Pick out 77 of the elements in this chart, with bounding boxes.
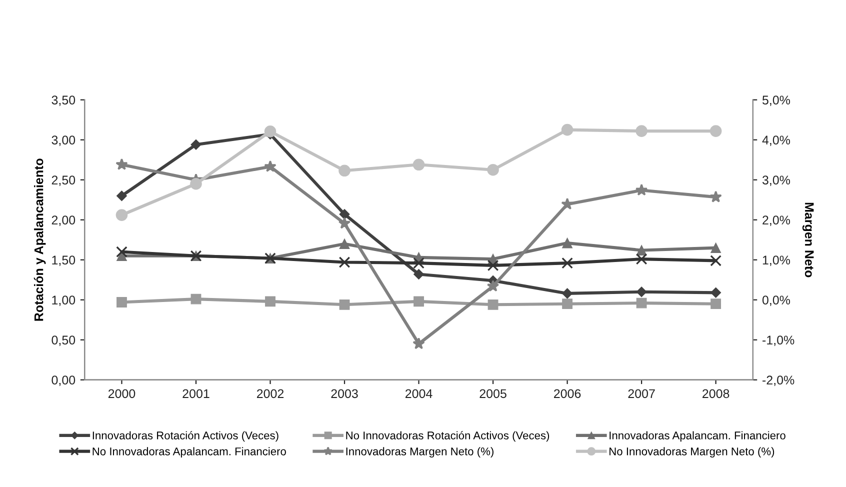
point bbox=[562, 298, 572, 310]
y2-tick-label: 1,0% bbox=[762, 256, 790, 266]
x-tick-label: 2000 bbox=[108, 389, 136, 398]
point bbox=[414, 268, 424, 280]
point bbox=[636, 298, 647, 308]
point bbox=[414, 296, 424, 307]
point bbox=[487, 164, 499, 176]
point bbox=[264, 126, 276, 138]
y-tick-label: 3,50 bbox=[52, 96, 76, 106]
point bbox=[338, 164, 350, 177]
point bbox=[562, 257, 573, 269]
y-tick-label: 3,00 bbox=[52, 136, 76, 146]
point bbox=[412, 158, 425, 171]
y2-tick-label: 3,0% bbox=[762, 176, 790, 186]
legend-label: No Innovadoras Rotación Activos (Veces) bbox=[346, 431, 550, 442]
point bbox=[190, 294, 202, 304]
point bbox=[116, 190, 127, 202]
y2-tick-label: 2,0% bbox=[762, 216, 790, 226]
point bbox=[338, 217, 351, 229]
x-tick-label: 2002 bbox=[256, 389, 284, 398]
point bbox=[562, 288, 573, 299]
point bbox=[116, 297, 127, 308]
y-tick-label: 0,50 bbox=[52, 336, 76, 346]
x-tick-label: 2003 bbox=[331, 389, 358, 398]
y-tick-label: 1,50 bbox=[52, 256, 76, 266]
point bbox=[561, 198, 574, 210]
point bbox=[116, 158, 128, 170]
point bbox=[710, 298, 722, 310]
point bbox=[339, 238, 350, 250]
point bbox=[487, 260, 499, 272]
point bbox=[488, 299, 498, 310]
y2-tick-label: -2,0% bbox=[762, 376, 794, 386]
point bbox=[710, 287, 722, 298]
y2-axis-title: Margen Neto bbox=[802, 202, 814, 278]
legend-label: Innovadoras Apalancam. Financiero bbox=[610, 431, 786, 442]
x-tick-label: 2004 bbox=[405, 389, 432, 398]
legend-label: No Innovadoras Apalancam. Financiero bbox=[92, 447, 286, 458]
point bbox=[338, 256, 350, 268]
y2-tick-label: -1,0% bbox=[762, 336, 794, 346]
point bbox=[190, 139, 202, 150]
point bbox=[710, 242, 722, 254]
point bbox=[190, 178, 202, 190]
point bbox=[636, 245, 647, 256]
x-tick-label: 2001 bbox=[182, 389, 210, 398]
point bbox=[264, 160, 276, 172]
point bbox=[413, 257, 424, 269]
point bbox=[116, 209, 128, 221]
point bbox=[635, 184, 648, 196]
point bbox=[636, 125, 648, 137]
point bbox=[265, 296, 276, 307]
x-tick-label: 2005 bbox=[480, 389, 506, 398]
point bbox=[562, 238, 572, 248]
legend-label: Innovadoras Margen Neto (%) bbox=[346, 447, 494, 458]
point bbox=[636, 253, 648, 265]
legend-label: Innovadoras Rotación Activos (Veces) bbox=[92, 431, 278, 442]
y-axis-title: Rotación y Apalancamiento bbox=[34, 158, 46, 321]
point bbox=[710, 125, 722, 137]
point bbox=[339, 208, 350, 220]
point bbox=[561, 124, 574, 136]
point bbox=[710, 254, 722, 266]
y2-tick-label: 0,0% bbox=[762, 296, 790, 306]
y-tick-label: 2,50 bbox=[52, 176, 76, 186]
y2-tick-label: 4,0% bbox=[762, 136, 790, 146]
point bbox=[412, 337, 425, 350]
y2-tick-label: 5,0% bbox=[762, 96, 790, 106]
point bbox=[710, 190, 722, 202]
point bbox=[636, 286, 647, 298]
y-tick-label: 0,00 bbox=[52, 376, 76, 386]
x-tick-label: 2007 bbox=[628, 389, 655, 398]
point bbox=[339, 299, 350, 310]
legend-label: No Innovadoras Margen Neto (%) bbox=[610, 447, 774, 458]
y-tick-label: 2,00 bbox=[52, 216, 76, 226]
x-tick-label: 2008 bbox=[702, 389, 730, 398]
y-tick-label: 1,00 bbox=[52, 296, 76, 306]
point bbox=[486, 280, 500, 292]
point bbox=[116, 246, 128, 258]
x-tick-label: 2006 bbox=[554, 389, 581, 398]
